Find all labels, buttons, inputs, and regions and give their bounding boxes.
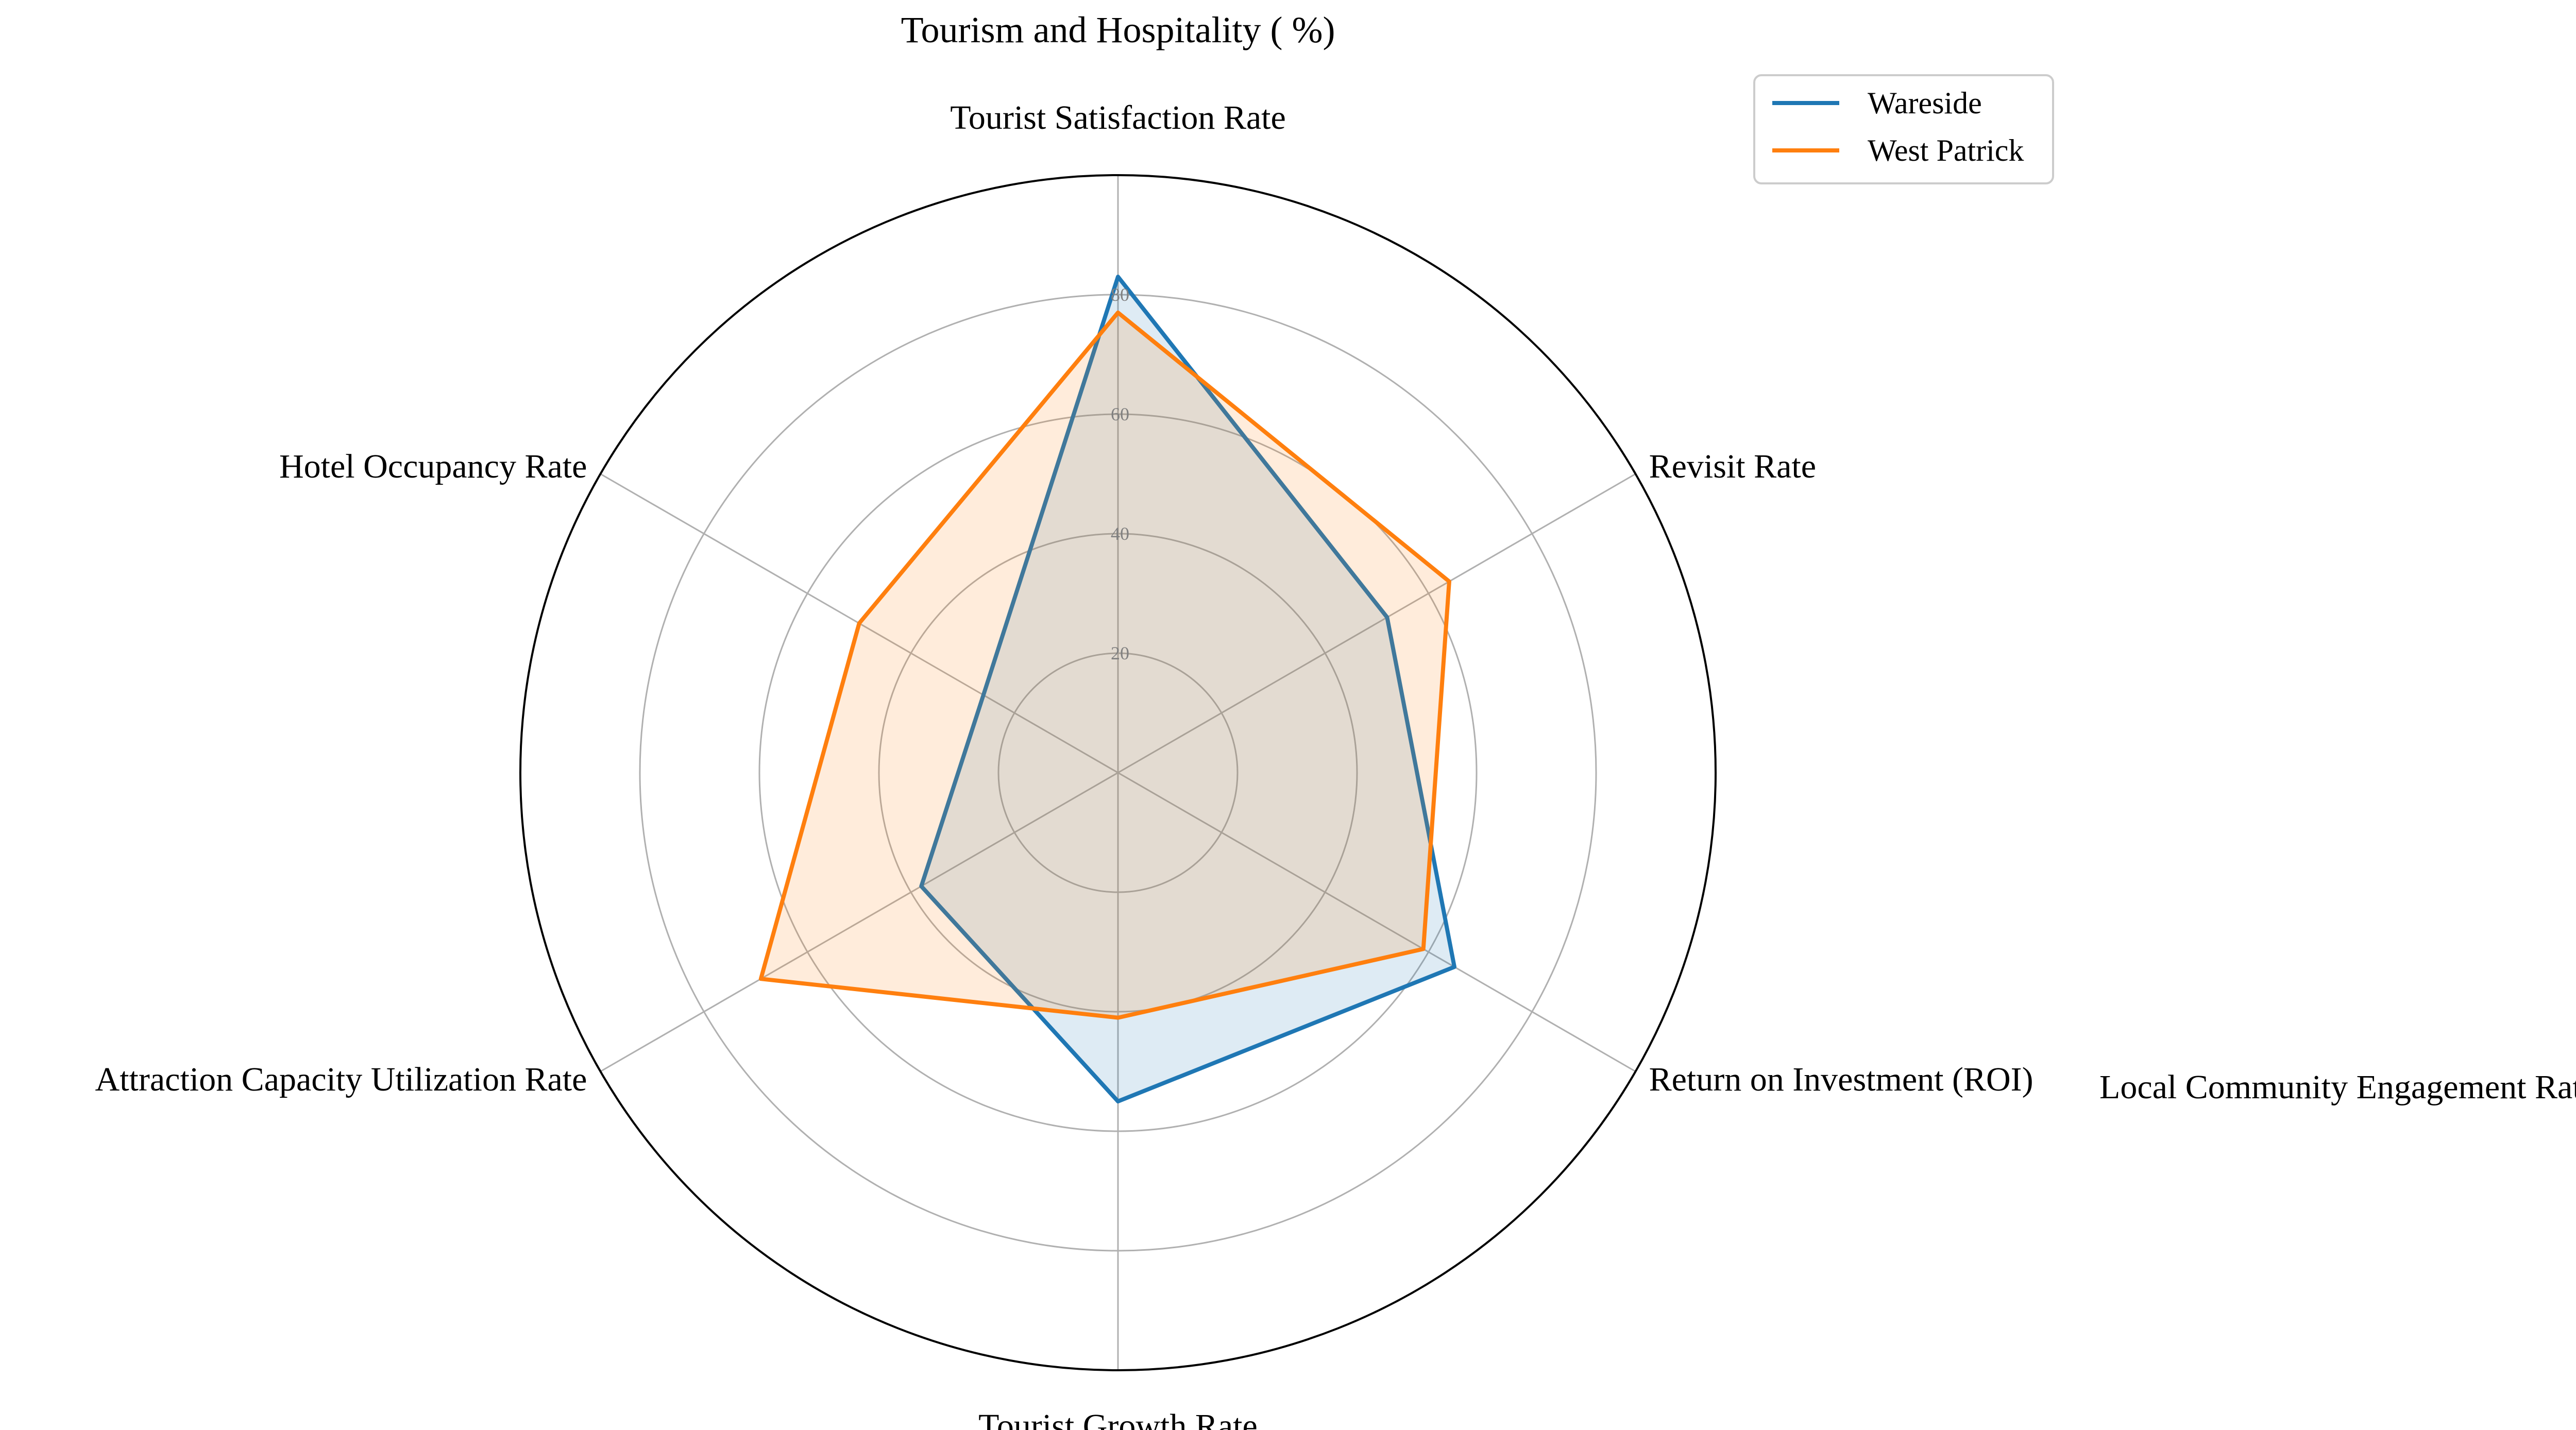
legend-label-west-patrick: West Patrick — [1868, 133, 2024, 167]
axis-label: Revisit Rate — [1649, 448, 1816, 485]
series-area-0 — [921, 277, 1454, 1102]
radar-grid — [519, 174, 1717, 1371]
axis-label: Hotel Occupancy Rate — [279, 448, 587, 485]
axis-label-extra: Local Community Engagement Rate — [2099, 1068, 2576, 1106]
chart-title: Tourism and Hospitality ( %) — [901, 9, 1335, 50]
grid-spoke — [600, 772, 1118, 1072]
legend-label-wareside: Wareside — [1868, 86, 1982, 120]
radial-tick-labels: 20 40 60 80 — [1111, 284, 1129, 663]
axis-label: Attraction Capacity Utilization Rate — [95, 1061, 587, 1098]
grid-spoke — [1117, 473, 1636, 774]
axis-label: Tourist Growth Rate — [978, 1407, 1258, 1430]
series-line-1 — [758, 310, 1451, 1020]
series-area-1 — [760, 312, 1449, 1018]
outer-ring — [519, 174, 1717, 1371]
radial-tick-label: 80 — [1111, 284, 1129, 305]
series-line-0 — [919, 275, 1456, 1103]
axis-label: Tourist Satisfaction Rate — [950, 99, 1286, 137]
series-layer — [758, 275, 1456, 1103]
legend: Wareside West Patrick — [1753, 74, 2054, 184]
radial-tick-label: 20 — [1111, 643, 1129, 663]
axis-label: Return on Investment (ROI) — [1649, 1061, 2033, 1098]
axis-labels: Tourist Satisfaction Rate Revisit Rate Ret… — [95, 99, 2033, 1430]
radial-tick-label: 60 — [1111, 404, 1129, 424]
radial-tick-label: 40 — [1111, 523, 1129, 544]
grid-spoke — [1117, 772, 1636, 1072]
